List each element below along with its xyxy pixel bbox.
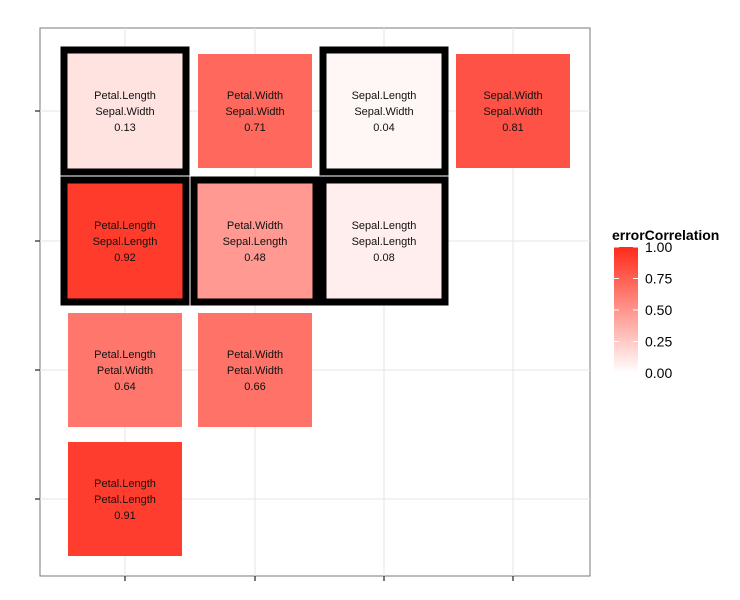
cell-value-label: 0.71 — [244, 122, 265, 134]
heatmap-tile — [456, 54, 570, 168]
legend-ticks: 1.00 0.75 0.50 0.25 0.00 — [614, 239, 672, 381]
cell-label-line1: Petal.Length — [94, 220, 156, 232]
cell-label-line1: Sepal.Length — [352, 90, 417, 102]
heatmap-cell: Sepal.Width Sepal.Width 0.81 — [456, 54, 570, 168]
heatmap-tile-highlighted — [60, 176, 190, 306]
axis-ticks — [35, 110, 514, 581]
cell-label-line2: Sepal.Length — [93, 236, 158, 248]
cell-value-label: 0.04 — [373, 122, 394, 134]
cell-label-line1: Petal.Width — [227, 349, 283, 361]
heatmap-tile-highlighted — [319, 176, 449, 306]
legend-tick-label: 0.50 — [645, 302, 672, 318]
cell-label-line2: Sepal.Width — [483, 106, 542, 118]
heatmap-cell: Petal.Width Petal.Width 0.66 — [198, 313, 312, 427]
heatmap-cell: Petal.Length Petal.Width 0.64 — [68, 313, 182, 427]
heatmap-tile — [68, 442, 182, 556]
cell-value-label: 0.66 — [244, 381, 265, 393]
legend: errorCorrelation 1.00 0.75 0.50 0.25 0.00 — [612, 227, 719, 381]
heatmap-cell: Petal.Length Sepal.Width 0.13 — [60, 46, 190, 176]
heatmap-cell: Petal.Length Petal.Length 0.91 — [68, 442, 182, 556]
cell-label-line2: Petal.Length — [94, 494, 156, 506]
cell-label-line1: Petal.Length — [94, 90, 156, 102]
legend-title: errorCorrelation — [612, 227, 719, 243]
cell-value-label: 0.13 — [114, 122, 135, 134]
cell-value-label: 0.92 — [114, 252, 135, 264]
legend-tick-label: 0.25 — [645, 334, 672, 350]
heatmap-cell: Petal.Length Sepal.Length 0.92 — [60, 176, 190, 306]
legend-tick-label: 1.00 — [645, 239, 672, 255]
cell-value-label: 0.91 — [114, 510, 135, 522]
heatmap-cell: Petal.Width Sepal.Width 0.71 — [198, 54, 312, 168]
heatmap-tile-highlighted — [319, 46, 449, 176]
heatmap-cell: Petal.Width Sepal.Length 0.48 — [190, 176, 320, 306]
cell-value-label: 0.81 — [502, 122, 523, 134]
heatmap-tile — [198, 54, 312, 168]
heatmap-tile-highlighted — [190, 176, 320, 306]
heatmap-cell: Sepal.Length Sepal.Length 0.08 — [319, 176, 449, 306]
cell-label-line2: Sepal.Width — [354, 106, 413, 118]
heatmap-tile — [68, 313, 182, 427]
cell-value-label: 0.64 — [114, 381, 135, 393]
cell-label-line2: Sepal.Length — [352, 236, 417, 248]
cell-label-line1: Sepal.Length — [352, 220, 417, 232]
cell-label-line2: Sepal.Width — [225, 106, 284, 118]
cell-label-line1: Petal.Length — [94, 349, 156, 361]
cell-label-line1: Sepal.Width — [483, 90, 542, 102]
cell-label-line1: Petal.Width — [227, 220, 283, 232]
heatmap-tile-highlighted — [60, 46, 190, 176]
legend-tick-label: 0.00 — [645, 365, 672, 381]
legend-tick-label: 0.75 — [645, 271, 672, 287]
cell-value-label: 0.08 — [373, 252, 394, 264]
heatmap-tiles: Petal.WidthSepal.Width0.71Sepal.WidthSep… — [60, 46, 570, 556]
cell-label-line2: Sepal.Width — [95, 106, 154, 118]
cell-label-line2: Petal.Width — [227, 365, 283, 377]
cell-label-line2: Sepal.Length — [223, 236, 288, 248]
cell-value-label: 0.48 — [244, 252, 265, 264]
cell-label-line1: Petal.Length — [94, 478, 156, 490]
cell-label-line2: Petal.Width — [97, 365, 153, 377]
cell-label-line1: Petal.Width — [227, 90, 283, 102]
heatmap-tile — [198, 313, 312, 427]
heatmap-cell: Sepal.Length Sepal.Width 0.04 — [319, 46, 449, 176]
